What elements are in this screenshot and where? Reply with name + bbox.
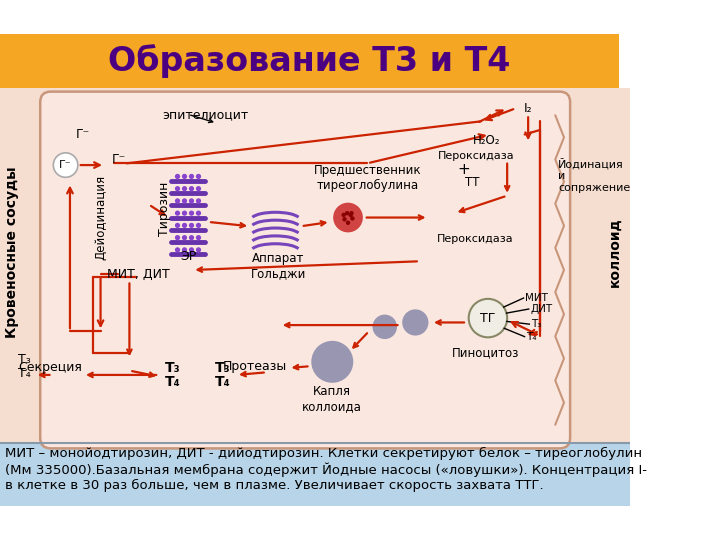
Text: МИТ: МИТ: [526, 293, 548, 303]
Circle shape: [175, 223, 180, 228]
Circle shape: [175, 186, 180, 191]
Bar: [0, 443, 629, 506]
Text: Т₃: Т₃: [531, 319, 541, 329]
Text: Т₃: Т₃: [18, 353, 31, 366]
Circle shape: [175, 198, 180, 204]
Text: +: +: [457, 162, 470, 177]
Text: МИТ – монойодтирозин, ДИТ - дийодтирозин. Клетки секретируют белок – тиреоглобул: МИТ – монойодтирозин, ДИТ - дийодтирозин…: [5, 447, 647, 491]
Text: Предшественник
тиреоглобулина: Предшественник тиреоглобулина: [313, 164, 421, 192]
Text: Тирозин: Тирозин: [158, 181, 171, 236]
Text: Т₃: Т₃: [215, 361, 231, 375]
Text: Г⁻: Г⁻: [112, 153, 126, 166]
Text: Н₂О₂: Н₂О₂: [473, 134, 501, 147]
FancyBboxPatch shape: [40, 92, 570, 448]
Circle shape: [189, 247, 194, 253]
Circle shape: [402, 309, 428, 335]
Circle shape: [182, 211, 187, 216]
Circle shape: [346, 221, 350, 225]
Text: Дейодинация: Дейодинация: [94, 175, 107, 260]
Text: Капля
коллоида: Капля коллоида: [302, 386, 362, 414]
Text: ТГ: ТГ: [480, 312, 495, 325]
Circle shape: [469, 299, 507, 338]
Bar: [0, 88, 629, 443]
Circle shape: [175, 174, 180, 179]
Text: МИТ, ДИТ: МИТ, ДИТ: [107, 268, 169, 281]
Text: Пероксидаза: Пероксидаза: [438, 151, 515, 161]
Text: Т₄: Т₄: [166, 375, 181, 389]
Circle shape: [175, 211, 180, 216]
Circle shape: [342, 217, 347, 221]
Circle shape: [311, 341, 354, 383]
Text: Г⁻: Г⁻: [76, 128, 90, 141]
Text: Протеазы: Протеазы: [223, 360, 287, 373]
Circle shape: [196, 186, 201, 191]
Circle shape: [349, 211, 354, 215]
Text: ЭР: ЭР: [180, 249, 196, 262]
Text: Секреция: Секреция: [18, 361, 82, 374]
Circle shape: [53, 153, 78, 177]
Text: эпителиоцит: эпителиоцит: [162, 108, 248, 121]
Text: Г⁻: Г⁻: [59, 160, 72, 170]
Circle shape: [189, 211, 194, 216]
Circle shape: [182, 198, 187, 204]
Text: Пиноцитоз: Пиноцитоз: [451, 347, 519, 360]
Text: Т₄: Т₄: [18, 367, 31, 380]
Circle shape: [333, 202, 363, 232]
Circle shape: [341, 213, 346, 217]
Circle shape: [196, 223, 201, 228]
Text: I₂: I₂: [524, 102, 533, 114]
Circle shape: [196, 198, 201, 204]
Circle shape: [348, 213, 353, 217]
Circle shape: [196, 247, 201, 253]
Bar: [619, 34, 629, 88]
Circle shape: [182, 223, 187, 228]
Circle shape: [350, 216, 354, 221]
Text: Аппарат
Гольджи: Аппарат Гольджи: [251, 252, 306, 280]
Text: коллоид: коллоид: [608, 218, 621, 287]
Circle shape: [189, 174, 194, 179]
Circle shape: [182, 235, 187, 240]
Circle shape: [182, 174, 187, 179]
Circle shape: [189, 198, 194, 204]
Text: ТТ: ТТ: [465, 176, 480, 189]
Circle shape: [196, 235, 201, 240]
Circle shape: [196, 174, 201, 179]
Text: Йодинация
и
сопряжение: Йодинация и сопряжение: [558, 158, 630, 193]
Circle shape: [182, 186, 187, 191]
Text: Т₄: Т₄: [526, 332, 537, 342]
Circle shape: [189, 186, 194, 191]
Bar: [0, 34, 619, 88]
Circle shape: [189, 223, 194, 228]
Circle shape: [196, 211, 201, 216]
Text: ДИТ: ДИТ: [531, 304, 552, 314]
Text: Т₄: Т₄: [215, 375, 231, 389]
Circle shape: [175, 247, 180, 253]
Text: Пероксидаза: Пероксидаза: [437, 234, 514, 245]
Circle shape: [372, 315, 397, 339]
Circle shape: [175, 235, 180, 240]
Circle shape: [182, 247, 187, 253]
Text: Т₃: Т₃: [166, 361, 181, 375]
Circle shape: [189, 235, 194, 240]
Text: Кровеносные сосуды: Кровеносные сосуды: [5, 167, 19, 339]
Circle shape: [345, 211, 349, 215]
Text: Образование Т3 и Т4: Образование Т3 и Т4: [108, 44, 510, 78]
